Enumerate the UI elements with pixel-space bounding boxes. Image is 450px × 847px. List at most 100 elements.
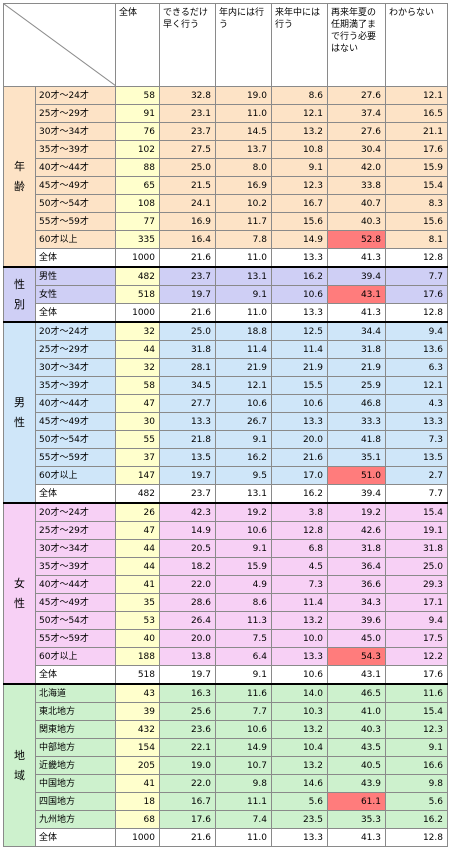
table-row: 35才～39才 102 27.5 13.7 10.8 30.4 17.6 bbox=[4, 140, 448, 159]
percent-cell: 13.3 bbox=[159, 412, 216, 431]
percent-cell: 34.3 bbox=[327, 593, 386, 612]
percent-cell: 17.5 bbox=[385, 629, 448, 648]
percent-cell: 9.8 bbox=[215, 774, 272, 793]
percent-cell: 13.2 bbox=[271, 720, 328, 739]
percent-cell: 11.4 bbox=[271, 340, 328, 359]
percent-cell: 13.3 bbox=[271, 412, 328, 431]
percent-cell: 19.1 bbox=[385, 521, 448, 540]
table-row: 25才～29才 91 23.1 11.0 12.1 37.4 16.5 bbox=[4, 104, 448, 123]
percent-cell: 52.8 bbox=[327, 230, 386, 249]
percent-cell: 13.2 bbox=[271, 122, 328, 141]
count-cell: 154 bbox=[115, 738, 160, 757]
percent-cell: 27.7 bbox=[159, 394, 216, 413]
percent-cell: 10.0 bbox=[271, 629, 328, 648]
percent-cell: 14.6 bbox=[271, 774, 328, 793]
percent-cell: 17.6 bbox=[385, 285, 448, 304]
row-label: 50才～54才 bbox=[35, 194, 116, 213]
percent-cell: 26.4 bbox=[159, 611, 216, 630]
percent-cell: 11.0 bbox=[215, 828, 272, 847]
group-label: 地域 bbox=[3, 683, 36, 847]
percent-cell: 9.1 bbox=[385, 738, 448, 757]
percent-cell: 23.7 bbox=[159, 266, 216, 286]
row-label: 45才～49才 bbox=[35, 176, 116, 195]
percent-cell: 37.4 bbox=[327, 104, 386, 123]
table-row: 60才以上 335 16.4 7.8 14.9 52.8 8.1 bbox=[4, 230, 448, 249]
percent-cell: 12.5 bbox=[271, 321, 328, 341]
group-label-char: 性 bbox=[14, 277, 25, 291]
column-header: わからない bbox=[385, 3, 448, 87]
percent-cell: 16.2 bbox=[215, 448, 272, 467]
percent-cell: 14.9 bbox=[215, 738, 272, 757]
percent-cell: 22.0 bbox=[159, 774, 216, 793]
percent-cell: 10.4 bbox=[271, 738, 328, 757]
group-label-char: 齢 bbox=[14, 179, 25, 193]
percent-cell: 13.1 bbox=[215, 484, 272, 504]
total-row: 全体 1000 21.6 11.0 13.3 41.3 12.8 bbox=[4, 303, 448, 323]
percent-cell: 21.9 bbox=[215, 358, 272, 377]
row-label: 中国地方 bbox=[35, 774, 116, 793]
count-cell: 518 bbox=[115, 285, 160, 304]
count-cell: 58 bbox=[115, 376, 160, 395]
percent-cell: 15.4 bbox=[385, 702, 448, 721]
total-row: 全体 518 19.7 9.1 10.6 43.1 17.6 bbox=[4, 665, 448, 685]
percent-cell: 19.0 bbox=[159, 756, 216, 775]
percent-cell: 20.5 bbox=[159, 539, 216, 558]
percent-cell: 16.2 bbox=[271, 484, 328, 504]
percent-cell: 19.7 bbox=[159, 466, 216, 485]
count-cell: 47 bbox=[115, 394, 160, 413]
percent-cell: 8.1 bbox=[385, 230, 448, 249]
percent-cell: 10.6 bbox=[271, 665, 328, 685]
percent-cell: 25.9 bbox=[327, 376, 386, 395]
row-label: 全体 bbox=[35, 484, 116, 504]
percent-cell: 8.6 bbox=[271, 86, 328, 105]
row-label: 20才～24才 bbox=[35, 321, 116, 341]
percent-cell: 39.4 bbox=[327, 266, 386, 286]
group-label-char: 別 bbox=[14, 297, 25, 311]
percent-cell: 12.8 bbox=[385, 828, 448, 847]
percent-cell: 39.4 bbox=[327, 484, 386, 504]
percent-cell: 11.0 bbox=[215, 104, 272, 123]
percent-cell: 20.0 bbox=[271, 430, 328, 449]
percent-cell: 31.8 bbox=[327, 539, 386, 558]
count-cell: 91 bbox=[115, 104, 160, 123]
percent-cell: 22.0 bbox=[159, 575, 216, 594]
table-row: 40才～44才 88 25.0 8.0 9.1 42.0 15.9 bbox=[4, 158, 448, 177]
table-row: 関東地方 432 23.6 10.6 13.2 40.3 12.3 bbox=[4, 720, 448, 739]
percent-cell: 32.8 bbox=[159, 86, 216, 105]
percent-cell: 11.6 bbox=[385, 683, 448, 703]
percent-cell: 12.8 bbox=[271, 521, 328, 540]
percent-cell: 19.7 bbox=[159, 285, 216, 304]
row-label: 55才～59才 bbox=[35, 629, 116, 648]
total-row: 全体 482 23.7 13.1 16.2 39.4 7.7 bbox=[4, 484, 448, 504]
percent-cell: 13.6 bbox=[385, 340, 448, 359]
percent-cell: 33.8 bbox=[327, 176, 386, 195]
percent-cell: 41.0 bbox=[327, 702, 386, 721]
table-row: 30才～34才 32 28.1 21.9 21.9 21.9 6.3 bbox=[4, 358, 448, 377]
percent-cell: 17.6 bbox=[159, 810, 216, 829]
table-row: 25才～29才 47 14.9 10.6 12.8 42.6 19.1 bbox=[4, 521, 448, 540]
table-row: 55才～59才 37 13.5 16.2 21.6 35.1 13.5 bbox=[4, 448, 448, 467]
percent-cell: 21.1 bbox=[385, 122, 448, 141]
table-row: 中国地方 41 22.0 9.8 14.6 43.9 9.8 bbox=[4, 774, 448, 793]
percent-cell: 11.0 bbox=[215, 303, 272, 323]
percent-cell: 31.8 bbox=[327, 340, 386, 359]
percent-cell: 21.6 bbox=[271, 448, 328, 467]
percent-cell: 30.4 bbox=[327, 140, 386, 159]
count-cell: 47 bbox=[115, 521, 160, 540]
percent-cell: 19.0 bbox=[215, 86, 272, 105]
percent-cell: 11.6 bbox=[215, 683, 272, 703]
table-row: 九州地方 68 17.6 7.4 23.5 35.3 16.2 bbox=[4, 810, 448, 829]
percent-cell: 4.9 bbox=[215, 575, 272, 594]
percent-cell: 21.6 bbox=[159, 248, 216, 268]
group-label-char: 年 bbox=[14, 159, 25, 173]
count-cell: 88 bbox=[115, 158, 160, 177]
count-cell: 68 bbox=[115, 810, 160, 829]
table-row: 近畿地方 205 19.0 10.7 13.2 40.5 16.6 bbox=[4, 756, 448, 775]
group-label-char: 性 bbox=[14, 415, 25, 429]
percent-cell: 46.8 bbox=[327, 394, 386, 413]
percent-cell: 7.7 bbox=[385, 484, 448, 504]
percent-cell: 17.0 bbox=[271, 466, 328, 485]
group-label: 女性 bbox=[3, 502, 36, 685]
percent-cell: 43.1 bbox=[327, 285, 386, 304]
percent-cell: 16.3 bbox=[159, 683, 216, 703]
